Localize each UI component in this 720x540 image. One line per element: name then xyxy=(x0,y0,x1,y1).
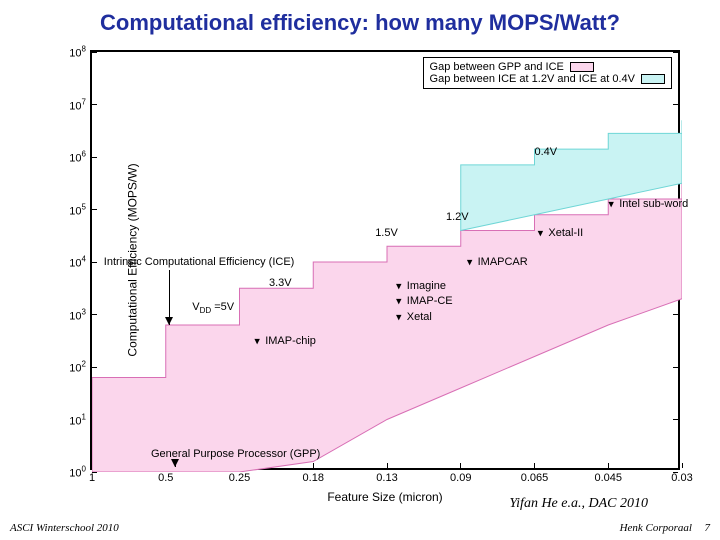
footer-right: Henk Corporaal xyxy=(620,522,692,534)
chart-axes-frame: VDD =5V3.3V1.5V1.2V0.4VIntrinsic Computa… xyxy=(90,50,680,470)
x-tick-label: 0.25 xyxy=(229,472,250,484)
legend-label: Gap between ICE at 1.2V and ICE at 0.4V xyxy=(430,73,635,85)
x-tick-label: 1 xyxy=(89,472,95,484)
x-tick-label: 0.13 xyxy=(376,472,397,484)
data-marker: ▾ xyxy=(608,198,614,211)
y-tick-label: 101 xyxy=(69,412,86,427)
x-axis-label: Feature Size (micron) xyxy=(327,490,442,504)
voltage-label: 3.3V xyxy=(269,277,292,289)
slide-title: Computational efficiency: how many MOPS/… xyxy=(0,10,720,36)
y-tick-label: 107 xyxy=(69,97,86,112)
data-marker-label: IMAP-chip xyxy=(265,335,316,347)
y-tick-label: 106 xyxy=(69,150,86,165)
data-marker-label: IMAP-CE xyxy=(407,295,453,307)
y-tick-label: 105 xyxy=(69,202,86,217)
data-marker-label: Intel sub-word xyxy=(619,198,688,210)
chart-legend: Gap between GPP and ICEGap between ICE a… xyxy=(423,57,672,89)
voltage-label: VDD =5V xyxy=(192,301,234,315)
footer-left: ASCI Winterschool 2010 xyxy=(10,522,119,534)
legend-label: Gap between GPP and ICE xyxy=(430,61,564,73)
citation-text: Yifan He e.a., DAC 2010 xyxy=(509,496,648,512)
data-marker-label: IMAPCAR xyxy=(478,256,528,268)
legend-swatch xyxy=(570,62,594,72)
data-marker: ▾ xyxy=(254,334,260,347)
x-tick-label: 0.065 xyxy=(521,472,549,484)
data-marker: ▾ xyxy=(538,227,544,240)
x-tick-label: 0.045 xyxy=(594,472,622,484)
y-tick-label: 103 xyxy=(69,307,86,322)
data-marker-label: Xetal xyxy=(407,311,432,323)
data-marker-label: Imagine xyxy=(407,280,446,292)
legend-swatch xyxy=(641,74,665,84)
y-tick-label: 104 xyxy=(69,255,86,270)
data-marker: ▾ xyxy=(467,256,473,269)
x-tick-label: 0.03 xyxy=(671,472,692,484)
data-marker: ▾ xyxy=(396,279,402,292)
y-tick-label: 100 xyxy=(69,465,86,480)
legend-row: Gap between GPP and ICE xyxy=(430,61,665,73)
x-tick-label: 0.18 xyxy=(303,472,324,484)
data-marker-label: Xetal-II xyxy=(548,227,583,239)
voltage-label: 1.5V xyxy=(375,227,398,239)
chart-plot-area: VDD =5V3.3V1.5V1.2V0.4VIntrinsic Computa… xyxy=(92,52,678,468)
x-tick-label: 0.5 xyxy=(158,472,173,484)
page-number: 7 xyxy=(705,522,711,534)
y-axis-label: Computational Efficiency (MOPS/W) xyxy=(126,163,140,356)
data-marker: ▾ xyxy=(396,295,402,308)
data-marker: ▾ xyxy=(396,311,402,324)
y-tick-label: 108 xyxy=(69,45,86,60)
voltage-label: 1.2V xyxy=(446,211,469,223)
legend-row: Gap between ICE at 1.2V and ICE at 0.4V xyxy=(430,73,665,85)
voltage-label: 0.4V xyxy=(535,146,558,158)
y-tick-label: 102 xyxy=(69,360,86,375)
x-tick-label: 0.09 xyxy=(450,472,471,484)
